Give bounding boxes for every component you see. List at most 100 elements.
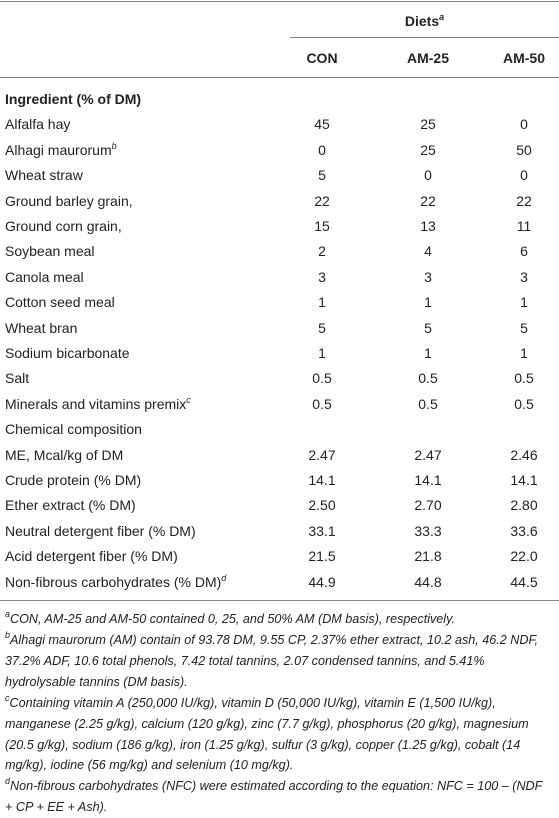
cell-value: 44.5 (510, 573, 538, 590)
group-header: Dietsa (290, 12, 559, 30)
cell-value: 33.6 (510, 522, 538, 539)
cell-value: 0 (318, 141, 326, 158)
column-header: AM-50 (502, 50, 545, 66)
footnote-mark: b (111, 140, 117, 151)
row-label: Wheat bran (5, 320, 77, 336)
label-text: Wheat bran (5, 319, 78, 336)
cell-value: 2.70 (414, 497, 442, 514)
footnote: cContaining vitamin A (250,000 IU/kg), v… (5, 693, 551, 776)
group-title: Diets (404, 13, 440, 29)
label-text: Soybean meal (5, 243, 95, 260)
label-text: Acid detergent fiber (% DM) (5, 548, 178, 565)
cell-value: 3 (318, 268, 326, 285)
row-label: Salt (5, 370, 29, 386)
cell-value: 2.80 (510, 497, 538, 514)
cell-value: 50 (516, 141, 532, 158)
cell-value: 1 (520, 294, 528, 311)
row-label: Minerals and vitamins premixc (5, 394, 191, 412)
cell-value: 33.1 (308, 522, 336, 539)
footnote-mark: c (5, 693, 10, 703)
row-label: Wheat straw (5, 167, 83, 183)
column-header: CON (306, 50, 338, 66)
cell-value: 14.1 (414, 472, 442, 488)
label-text: Ingredient (% of DM) (5, 91, 142, 107)
label-text: Chemical composition (5, 421, 142, 438)
cell-value: 2 (318, 243, 326, 260)
cell-value: 0.5 (514, 370, 534, 387)
cell-value: 1 (520, 345, 528, 361)
footnote: aCON, AM-25 and AM-50 contained 0, 25, a… (5, 609, 551, 630)
row-label: Cotton seed meal (5, 294, 115, 310)
footnote-text: CON, AM-25 and AM-50 contained 0, 25, an… (10, 612, 455, 626)
footnote-mark: c (186, 394, 191, 405)
cell-value: 5 (318, 167, 326, 184)
header-rule (0, 77, 559, 78)
label-text: ME, Mcal/kg of DM (5, 446, 124, 463)
cell-value: 33.3 (414, 522, 442, 539)
label-text: Alfalfa hay (5, 116, 71, 133)
label-text: Crude protein (% DM) (5, 472, 142, 488)
section-label: Chemical composition (5, 421, 142, 437)
label-text: Ground corn grain, (5, 218, 122, 234)
cell-value: 15 (314, 218, 330, 234)
cell-value: 5 (520, 319, 528, 336)
footnote-text: Non-fibrous carbohydrates (NFC) were est… (5, 779, 543, 814)
row-label: Sodium bicarbonate (5, 345, 130, 361)
cell-value: 3 (520, 268, 528, 285)
footnote-text: Alhagi maurorum (AM) contain of 93.78 DM… (5, 633, 539, 689)
footnote: dNon-fibrous carbohydrates (NFC) were es… (5, 776, 551, 818)
row-label: Canola meal (5, 269, 84, 285)
group-rule (290, 37, 559, 38)
cell-value: 22 (314, 192, 330, 209)
cell-value: 22 (516, 192, 532, 209)
cell-value: 4 (424, 243, 432, 260)
cell-value: 2.47 (414, 446, 442, 463)
cell-value: 14.1 (308, 472, 336, 488)
cell-value: 0 (424, 167, 432, 184)
bottom-rule (0, 599, 559, 601)
cell-value: 3 (424, 268, 432, 285)
row-label: Alhagi maurorumb (5, 140, 117, 158)
cell-value: 5 (424, 319, 432, 336)
cell-value: 1 (424, 294, 432, 311)
row-label: ME, Mcal/kg of DM (5, 447, 123, 463)
footnote: bAlhagi maurorum (AM) contain of 93.78 D… (5, 630, 551, 692)
cell-value: 11 (516, 218, 532, 234)
cell-value: 21.8 (414, 548, 442, 565)
cell-value: 0.5 (418, 370, 438, 387)
row-label: Crude protein (% DM) (5, 472, 141, 488)
footnote-mark: b (5, 630, 11, 640)
cell-value: 25 (420, 116, 436, 133)
cell-value: 13 (420, 218, 436, 234)
cell-value: 6 (520, 243, 528, 260)
footnote-mark: a (439, 12, 445, 22)
cell-value: 0.5 (418, 395, 438, 412)
label-text: Non-fibrous carbohydrates (% DM) (5, 573, 222, 590)
footnote-text: Containing vitamin A (250,000 IU/kg), vi… (5, 696, 529, 773)
label-text: Ground barley grain, (5, 192, 133, 209)
cell-value: 0.5 (514, 395, 534, 412)
cell-value: 0 (520, 167, 528, 184)
cell-value: 2.50 (308, 497, 336, 514)
footnote-mark: d (5, 776, 11, 786)
cell-value: 1 (318, 345, 326, 361)
cell-value: 5 (318, 319, 326, 336)
label-text: Canola meal (5, 268, 84, 285)
row-label: Ether extract (% DM) (5, 497, 136, 513)
cell-value: 25 (420, 141, 436, 158)
row-label: Non-fibrous carbohydrates (% DM)d (5, 572, 227, 590)
cell-value: 22.0 (510, 548, 538, 565)
cell-value: 0 (520, 116, 528, 133)
label-text: Salt (5, 370, 30, 387)
footnote-mark: d (221, 572, 227, 583)
cell-value: 2.46 (510, 446, 538, 463)
label-text: Alhagi maurorum (5, 141, 112, 158)
cell-value: 44.9 (308, 573, 336, 590)
label-text: Minerals and vitamins premix (5, 395, 187, 412)
cell-value: 1 (424, 345, 432, 361)
column-header: AM-25 (406, 50, 449, 66)
cell-value: 21.5 (308, 548, 336, 565)
row-label: Soybean meal (5, 243, 95, 259)
row-label: Acid detergent fiber (% DM) (5, 548, 178, 564)
